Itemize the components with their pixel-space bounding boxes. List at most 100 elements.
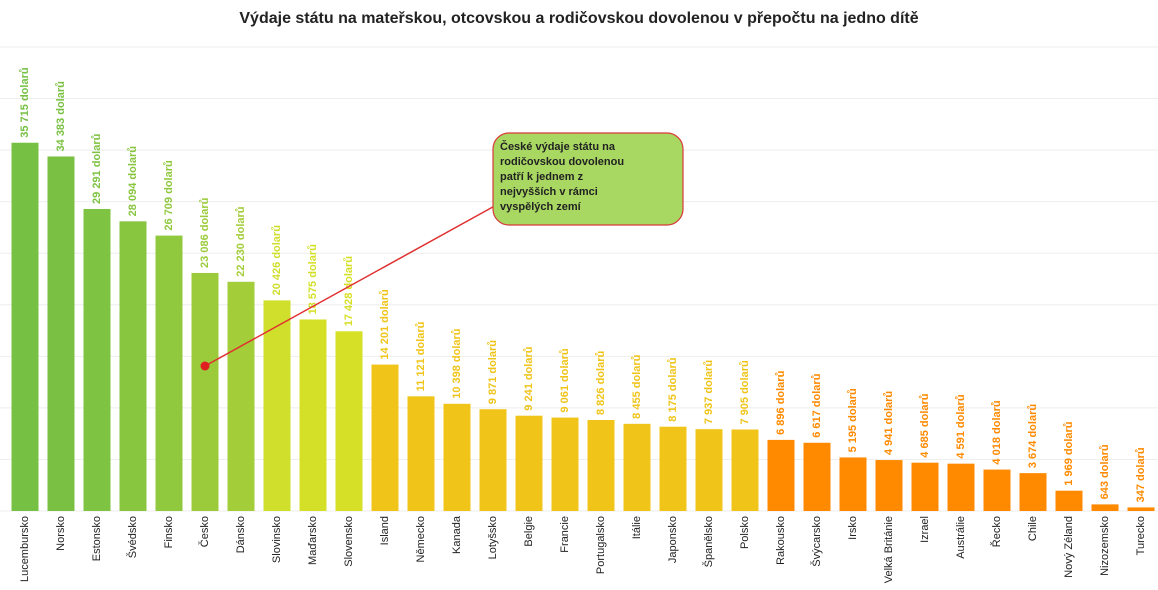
- value-label: 6 617 dolarů: [811, 374, 823, 438]
- bar: [299, 319, 327, 511]
- bar: [983, 469, 1011, 511]
- annotation-text: České výdaje státu na: [500, 140, 616, 153]
- x-tick-label: Itálie: [631, 516, 643, 539]
- bar: [47, 156, 75, 511]
- x-tick-label: Turecko: [1135, 516, 1147, 555]
- bar: [1091, 504, 1119, 511]
- x-tick-label: Lotyšsko: [487, 516, 499, 559]
- value-label: 22 230 dolarů: [235, 206, 247, 276]
- value-label: 35 715 dolarů: [19, 67, 31, 137]
- annotation-box: [492, 132, 684, 226]
- bar: [659, 426, 687, 511]
- value-label: 8 455 dolarů: [631, 355, 643, 419]
- value-label: 9 241 dolarů: [523, 347, 535, 411]
- bar: [731, 429, 759, 511]
- x-tick-label: Portugalsko: [595, 516, 607, 574]
- value-label: 643 dolarů: [1099, 444, 1111, 499]
- x-tick-label: Francie: [559, 516, 571, 553]
- bar: [371, 364, 399, 511]
- value-label: 7 905 dolarů: [739, 360, 751, 424]
- value-label: 1 969 dolarů: [1063, 421, 1075, 485]
- x-tick-label: Norsko: [55, 516, 67, 551]
- value-label: 23 086 dolarů: [199, 198, 211, 268]
- x-tick-label: Švédsko: [126, 516, 139, 558]
- x-tick-label: Řecko: [990, 516, 1003, 547]
- x-tick-label: Japonsko: [667, 516, 679, 563]
- bar: [443, 403, 471, 511]
- x-tick-label: Maďarsko: [307, 516, 319, 565]
- x-tick-label: Nový Zéland: [1063, 516, 1075, 578]
- annotation-line: [204, 202, 501, 367]
- x-tick-label: Slovensko: [343, 516, 355, 567]
- annotation-text: vyspělých zemí: [500, 201, 582, 213]
- x-tick-label: Německo: [415, 516, 427, 562]
- bar: [875, 460, 903, 511]
- chart-title: Výdaje státu na mateřskou, otcovskou a r…: [239, 10, 918, 27]
- bar: [263, 300, 291, 511]
- annotation-text: patří k jednem z: [500, 171, 584, 183]
- value-label: 17 428 dolarů: [343, 256, 355, 326]
- value-label: 34 383 dolarů: [55, 81, 67, 151]
- x-tick-label: Finsko: [163, 516, 175, 548]
- bar: [119, 221, 147, 511]
- bar: [767, 439, 795, 511]
- bars: Lucembursko 35 715 dolarů Norsko 34 383 dol…: [11, 67, 1155, 583]
- value-label: 20 426 dolarů: [271, 225, 283, 295]
- bar: [227, 281, 255, 511]
- value-label: 9 061 dolarů: [559, 348, 571, 412]
- bar: [839, 457, 867, 511]
- x-tick-label: Estonsko: [91, 516, 103, 561]
- x-tick-label: Švýcarsko: [810, 516, 823, 567]
- value-label: 8 826 dolarů: [595, 351, 607, 415]
- value-label: 8 175 dolarů: [667, 358, 679, 422]
- bar: [83, 208, 111, 512]
- bar: [407, 396, 435, 511]
- value-label: 18 575 dolarů: [307, 244, 319, 314]
- x-tick-label: Lucembursko: [19, 516, 31, 582]
- x-tick-label: Chile: [1027, 516, 1039, 541]
- annotation: České výdaje státu na rodičovskou dovolen…: [500, 140, 624, 213]
- bar: [587, 419, 615, 511]
- bar: [551, 417, 579, 511]
- bar: [11, 142, 39, 512]
- value-label: 26 709 dolarů: [163, 160, 175, 230]
- value-label: 9 871 dolarů: [487, 340, 499, 404]
- x-tick-label: Slovinsko: [271, 516, 283, 563]
- annotation-text: nejvyšších v rámci: [500, 186, 598, 198]
- bar: [479, 409, 507, 511]
- annotation-dot: [200, 361, 210, 371]
- x-tick-label: Izrael: [919, 516, 931, 543]
- value-label: 347 dolarů: [1135, 447, 1147, 502]
- value-label: 14 201 dolarů: [379, 289, 391, 359]
- bar: [911, 462, 939, 511]
- value-label: 5 195 dolarů: [847, 388, 859, 452]
- bar: [191, 272, 219, 511]
- value-label: 4 018 dolarů: [991, 400, 1003, 464]
- value-label: 28 094 dolarů: [127, 146, 139, 216]
- x-tick-label: Nizozemsko: [1099, 516, 1111, 576]
- x-tick-label: Island: [379, 516, 391, 545]
- x-tick-label: Austrálie: [955, 516, 967, 559]
- x-tick-label: Polsko: [739, 516, 751, 549]
- bar: [1055, 490, 1083, 511]
- bar: [803, 442, 831, 511]
- x-tick-label: Česko: [198, 516, 211, 547]
- x-tick-label: Dánsko: [235, 516, 247, 553]
- bar: [335, 331, 363, 511]
- value-label: 4 591 dolarů: [955, 394, 967, 458]
- value-label: 7 937 dolarů: [703, 360, 715, 424]
- annotation-text: rodičovskou dovolenou: [500, 156, 624, 168]
- value-label: 3 674 dolarů: [1027, 404, 1039, 468]
- x-tick-label: Kanada: [451, 515, 463, 554]
- bar: [155, 235, 183, 512]
- bar: [695, 429, 723, 511]
- x-tick-label: Belgie: [523, 516, 535, 547]
- value-label: 4 685 dolarů: [919, 393, 931, 457]
- value-label: 4 941 dolarů: [883, 391, 895, 455]
- x-tick-label: Velká Británie: [883, 516, 895, 583]
- x-tick-label: Španělsko: [702, 516, 715, 567]
- x-tick-label: Irsko: [847, 516, 859, 540]
- bar: [623, 423, 651, 511]
- bar: [947, 463, 975, 511]
